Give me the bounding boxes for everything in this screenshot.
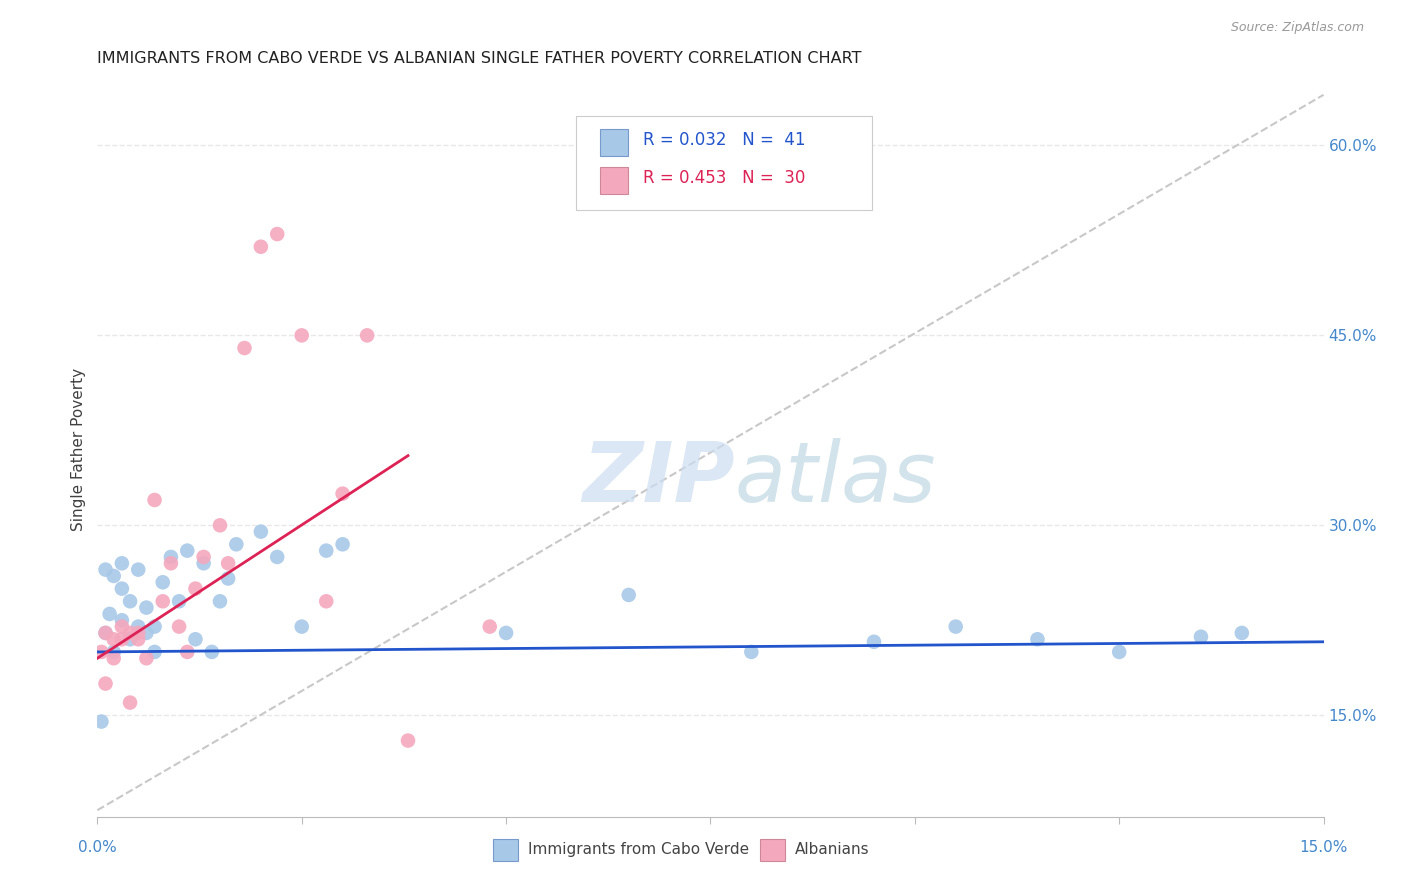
Point bbox=[135, 600, 157, 615]
Point bbox=[143, 493, 166, 508]
Point bbox=[98, 607, 121, 621]
Point bbox=[94, 676, 117, 690]
Point bbox=[118, 632, 141, 647]
Point bbox=[233, 341, 256, 355]
Point bbox=[167, 594, 190, 608]
Point bbox=[495, 626, 517, 640]
Point bbox=[1189, 630, 1212, 644]
Text: Immigrants from Cabo Verde: Immigrants from Cabo Verde bbox=[527, 842, 749, 857]
Point bbox=[315, 543, 337, 558]
Text: IMMIGRANTS FROM CABO VERDE VS ALBANIAN SINGLE FATHER POVERTY CORRELATION CHART: IMMIGRANTS FROM CABO VERDE VS ALBANIAN S… bbox=[97, 51, 862, 66]
Point bbox=[135, 651, 157, 665]
Point bbox=[1026, 632, 1049, 647]
Point bbox=[250, 240, 273, 254]
Point bbox=[135, 626, 157, 640]
Point bbox=[863, 635, 886, 649]
Point bbox=[1230, 626, 1253, 640]
Text: Albanians: Albanians bbox=[794, 842, 869, 857]
Point bbox=[143, 645, 166, 659]
Point bbox=[103, 651, 125, 665]
Point bbox=[103, 569, 125, 583]
Point bbox=[152, 594, 174, 608]
Text: R = 0.453   N =  30: R = 0.453 N = 30 bbox=[643, 169, 804, 186]
Point bbox=[111, 632, 134, 647]
Point bbox=[160, 549, 183, 564]
Text: 15.0%: 15.0% bbox=[1299, 840, 1348, 855]
Point bbox=[167, 619, 190, 633]
Point bbox=[94, 626, 117, 640]
Point bbox=[176, 645, 198, 659]
Point bbox=[225, 537, 247, 551]
Point bbox=[176, 543, 198, 558]
Point bbox=[208, 518, 231, 533]
Point bbox=[217, 572, 239, 586]
Point bbox=[396, 733, 419, 747]
Point bbox=[127, 632, 149, 647]
Point bbox=[94, 563, 117, 577]
Text: R = 0.032   N =  41: R = 0.032 N = 41 bbox=[643, 131, 806, 149]
Point bbox=[184, 582, 207, 596]
Point bbox=[740, 645, 762, 659]
Point bbox=[945, 619, 967, 633]
Point bbox=[217, 556, 239, 570]
Point bbox=[94, 626, 117, 640]
Text: ZIP: ZIP bbox=[582, 438, 735, 519]
Point bbox=[478, 619, 501, 633]
Point bbox=[160, 556, 183, 570]
Text: 0.0%: 0.0% bbox=[77, 840, 117, 855]
Point bbox=[332, 486, 354, 500]
Point bbox=[90, 645, 112, 659]
Y-axis label: Single Father Poverty: Single Father Poverty bbox=[72, 368, 86, 531]
Point bbox=[1108, 645, 1130, 659]
Point bbox=[118, 626, 141, 640]
Point bbox=[193, 549, 215, 564]
Point bbox=[127, 563, 149, 577]
Point bbox=[118, 696, 141, 710]
Point bbox=[127, 626, 149, 640]
Point bbox=[193, 556, 215, 570]
Text: Source: ZipAtlas.com: Source: ZipAtlas.com bbox=[1230, 21, 1364, 34]
Point bbox=[90, 714, 112, 729]
Point bbox=[127, 619, 149, 633]
Point bbox=[184, 632, 207, 647]
Point bbox=[332, 537, 354, 551]
Point bbox=[617, 588, 640, 602]
Text: atlas: atlas bbox=[735, 438, 936, 519]
Point bbox=[103, 632, 125, 647]
Point bbox=[201, 645, 224, 659]
Point bbox=[152, 575, 174, 590]
Point bbox=[111, 613, 134, 627]
Point bbox=[315, 594, 337, 608]
Point bbox=[291, 328, 314, 343]
Point bbox=[103, 645, 125, 659]
Point bbox=[111, 619, 134, 633]
Point bbox=[250, 524, 273, 539]
Point bbox=[291, 619, 314, 633]
Point bbox=[266, 549, 288, 564]
Point bbox=[111, 556, 134, 570]
Point bbox=[118, 594, 141, 608]
Point bbox=[208, 594, 231, 608]
Point bbox=[266, 227, 288, 241]
Point bbox=[356, 328, 378, 343]
Point bbox=[143, 619, 166, 633]
Point bbox=[111, 582, 134, 596]
